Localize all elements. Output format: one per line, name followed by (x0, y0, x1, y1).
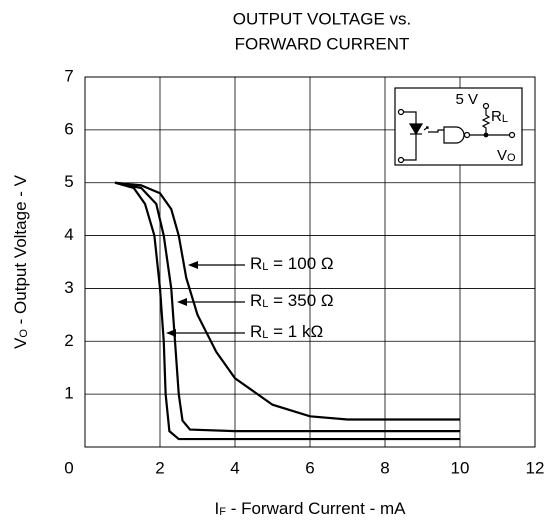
y-tick-label: 4 (64, 225, 73, 244)
chart-title: FORWARD CURRENT (235, 34, 410, 53)
annotation-part: = 100 Ω (268, 254, 333, 273)
y-label-part: - Output Voltage - V (11, 174, 30, 329)
y-tick-label: 5 (64, 172, 73, 191)
x-tick-label: 8 (380, 458, 389, 477)
y-axis-label: VO - Output Voltage - V (11, 174, 30, 349)
inset-label-part: R (491, 108, 502, 125)
y-label-part: V (11, 337, 30, 349)
inset-label-part: L (502, 113, 508, 125)
annotation: RL = 350 Ω (250, 291, 334, 310)
x-axis-label: IF - Forward Current - mA (215, 499, 407, 518)
line (114, 181, 460, 421)
y-tick-label: 1 (64, 384, 73, 403)
annotation-part: L (262, 298, 268, 310)
inset-circuit (394, 87, 523, 166)
annotation-arrowhead (188, 261, 198, 269)
x-tick-label: 2 (155, 458, 164, 477)
annotation-part: R (250, 254, 262, 273)
annotation-part: R (250, 291, 262, 310)
y-tick-label: 6 (64, 119, 73, 138)
y-tick-label: 3 (64, 278, 73, 297)
annotation-part: L (262, 261, 268, 273)
inset-label-part: V (497, 147, 507, 164)
annotation-arrowhead (177, 298, 187, 306)
chart-title: OUTPUT VOLTAGE vs. (233, 9, 412, 28)
annotation-part: R (250, 322, 262, 341)
y-tick-label: 7 (64, 66, 73, 85)
line (114, 181, 460, 433)
annotation-part: = 350 Ω (268, 291, 333, 310)
inset-label: 5 V (455, 91, 478, 108)
y-label-part: O (18, 329, 30, 338)
x-tick-label: 6 (305, 458, 314, 477)
x-tick-label: 4 (230, 458, 239, 477)
x-tick-label: 10 (451, 458, 470, 477)
inset-label-part: O (507, 152, 516, 164)
x-label-part: - Forward Current - mA (226, 499, 406, 518)
inset-label: RL (491, 108, 508, 125)
annotation-part: L (262, 329, 268, 341)
inset-label: VO (497, 147, 516, 164)
x-label-part: F (219, 506, 226, 518)
annotation-part: = 1 kΩ (268, 322, 323, 341)
annotation: RL = 1 kΩ (250, 322, 323, 341)
x-label-part: I (215, 499, 220, 518)
y-tick-label: 2 (64, 331, 73, 350)
x-tick-label: 12 (526, 458, 545, 477)
x-tick-label: 0 (64, 458, 73, 477)
line (114, 181, 460, 441)
annotation-arrowhead (166, 329, 176, 337)
annotation: RL = 100 Ω (250, 254, 334, 273)
